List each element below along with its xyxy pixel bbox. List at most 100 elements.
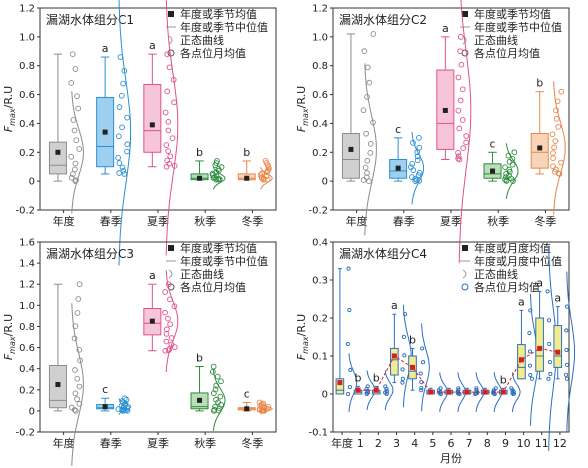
normal-curve (71, 303, 84, 466)
significance-letter: a (536, 276, 543, 289)
legend-label: 年度或季节中位值 (474, 20, 562, 34)
box-4: b (237, 146, 273, 190)
scatter-point (215, 166, 222, 172)
y-tick-label: -0.1 (308, 428, 328, 439)
significance-letter: b (196, 146, 203, 159)
box-mean-marker (348, 146, 354, 152)
scatter-point (212, 403, 218, 410)
scatter-point (163, 142, 170, 148)
normal-curve (260, 166, 273, 190)
y-tick-label: 0.3 (312, 276, 328, 287)
scatter-point (529, 376, 534, 381)
significance-letter: c (395, 123, 401, 136)
chart-title: 漏湖水体组分C2 (339, 12, 427, 27)
scatter-point (163, 163, 170, 170)
scatter-point (506, 166, 513, 173)
scatter-point (68, 174, 75, 181)
legend-mean-marker (168, 245, 174, 251)
scatter-point (122, 395, 128, 402)
scatter-point (365, 388, 370, 394)
normal-curve (260, 403, 273, 415)
y-tick-label: 1.6 (19, 238, 35, 249)
significance-letter: a (554, 292, 561, 305)
y-tick-label: 0.2 (19, 385, 35, 396)
x-tick-label: 夏季 (440, 215, 462, 228)
scatter-point (121, 171, 128, 177)
scatter-point (363, 130, 369, 137)
box-mean-marker (102, 404, 108, 410)
scatter-point (493, 386, 498, 391)
x-tick-label: 年度 (53, 214, 75, 228)
box-2: a (143, 269, 179, 373)
y-tick-label: -0.2 (308, 206, 328, 217)
scatter-point (347, 385, 352, 390)
scatter-point (72, 323, 79, 329)
box-mean-marker (337, 380, 343, 386)
x-tick-label: 4 (411, 437, 418, 450)
significance-letter: a (149, 269, 156, 282)
scatter-point (550, 150, 556, 156)
scatter-point (455, 74, 462, 81)
normal-curve (212, 166, 226, 190)
scatter-point (166, 64, 173, 71)
scatter-point (558, 88, 565, 95)
scatter-point (167, 153, 174, 160)
scatter-point (210, 363, 217, 370)
x-tick-label: 10 (517, 437, 531, 450)
scatter-point (503, 174, 509, 180)
box-12: a (553, 271, 576, 433)
scatter-point (74, 396, 80, 403)
legend-label: 年度或月度中位值 (474, 254, 562, 268)
scatter-point (361, 48, 368, 55)
scatter-point (116, 160, 123, 166)
x-tick-label: 5 (429, 437, 436, 450)
scatter-point (214, 373, 221, 380)
scatter-point (360, 177, 367, 183)
normal-curve (118, 398, 132, 415)
scatter-point (76, 401, 83, 407)
scatter-point (509, 161, 516, 168)
scatter-point (414, 157, 421, 164)
x-axis-label: 月份 (440, 452, 462, 465)
box-0 (341, 31, 377, 236)
x-tick-label: 6 (448, 437, 455, 450)
x-tick-label: 12 (553, 437, 567, 450)
y-tick-label: 1.0 (19, 301, 35, 312)
scatter-point (346, 391, 351, 397)
scatter-point (70, 117, 77, 123)
scatter-point (546, 376, 551, 381)
scatter-point (455, 149, 461, 156)
significance-letter: a (149, 39, 156, 52)
legend-curve-marker (168, 35, 173, 45)
scatter-point (364, 170, 370, 176)
scatter-point (165, 315, 171, 322)
normal-curve (505, 143, 519, 199)
scatter-point (70, 171, 76, 177)
normal-curve (411, 131, 425, 205)
scatter-point (412, 175, 419, 182)
scatter-point (438, 386, 443, 391)
scatter-point (552, 138, 559, 144)
normal-curve (165, 0, 179, 256)
legend-label: 各点位月均值 (474, 46, 540, 60)
scatter-point (162, 309, 168, 316)
scatter-point (72, 66, 79, 72)
y-tick-label: 1.0 (19, 32, 35, 43)
scatter-point (402, 353, 407, 358)
scatter-point (459, 117, 466, 123)
scatter-point (115, 133, 122, 140)
scatter-point (528, 372, 533, 378)
y-tick-label: -0.2 (15, 206, 35, 217)
box-body (48, 141, 67, 175)
scatter-point (75, 296, 82, 302)
scatter-point (210, 368, 216, 375)
scatter-point (74, 93, 80, 100)
scatter-point (364, 64, 371, 71)
box-3: a (390, 299, 412, 408)
legend-label: 年度或季节中位值 (180, 254, 268, 268)
legend-label: 正态曲线 (180, 267, 224, 281)
scatter-point (367, 140, 374, 147)
box-body (535, 317, 544, 372)
box-body (143, 83, 162, 153)
y-axis-label: Fmax/R.U (2, 86, 17, 132)
